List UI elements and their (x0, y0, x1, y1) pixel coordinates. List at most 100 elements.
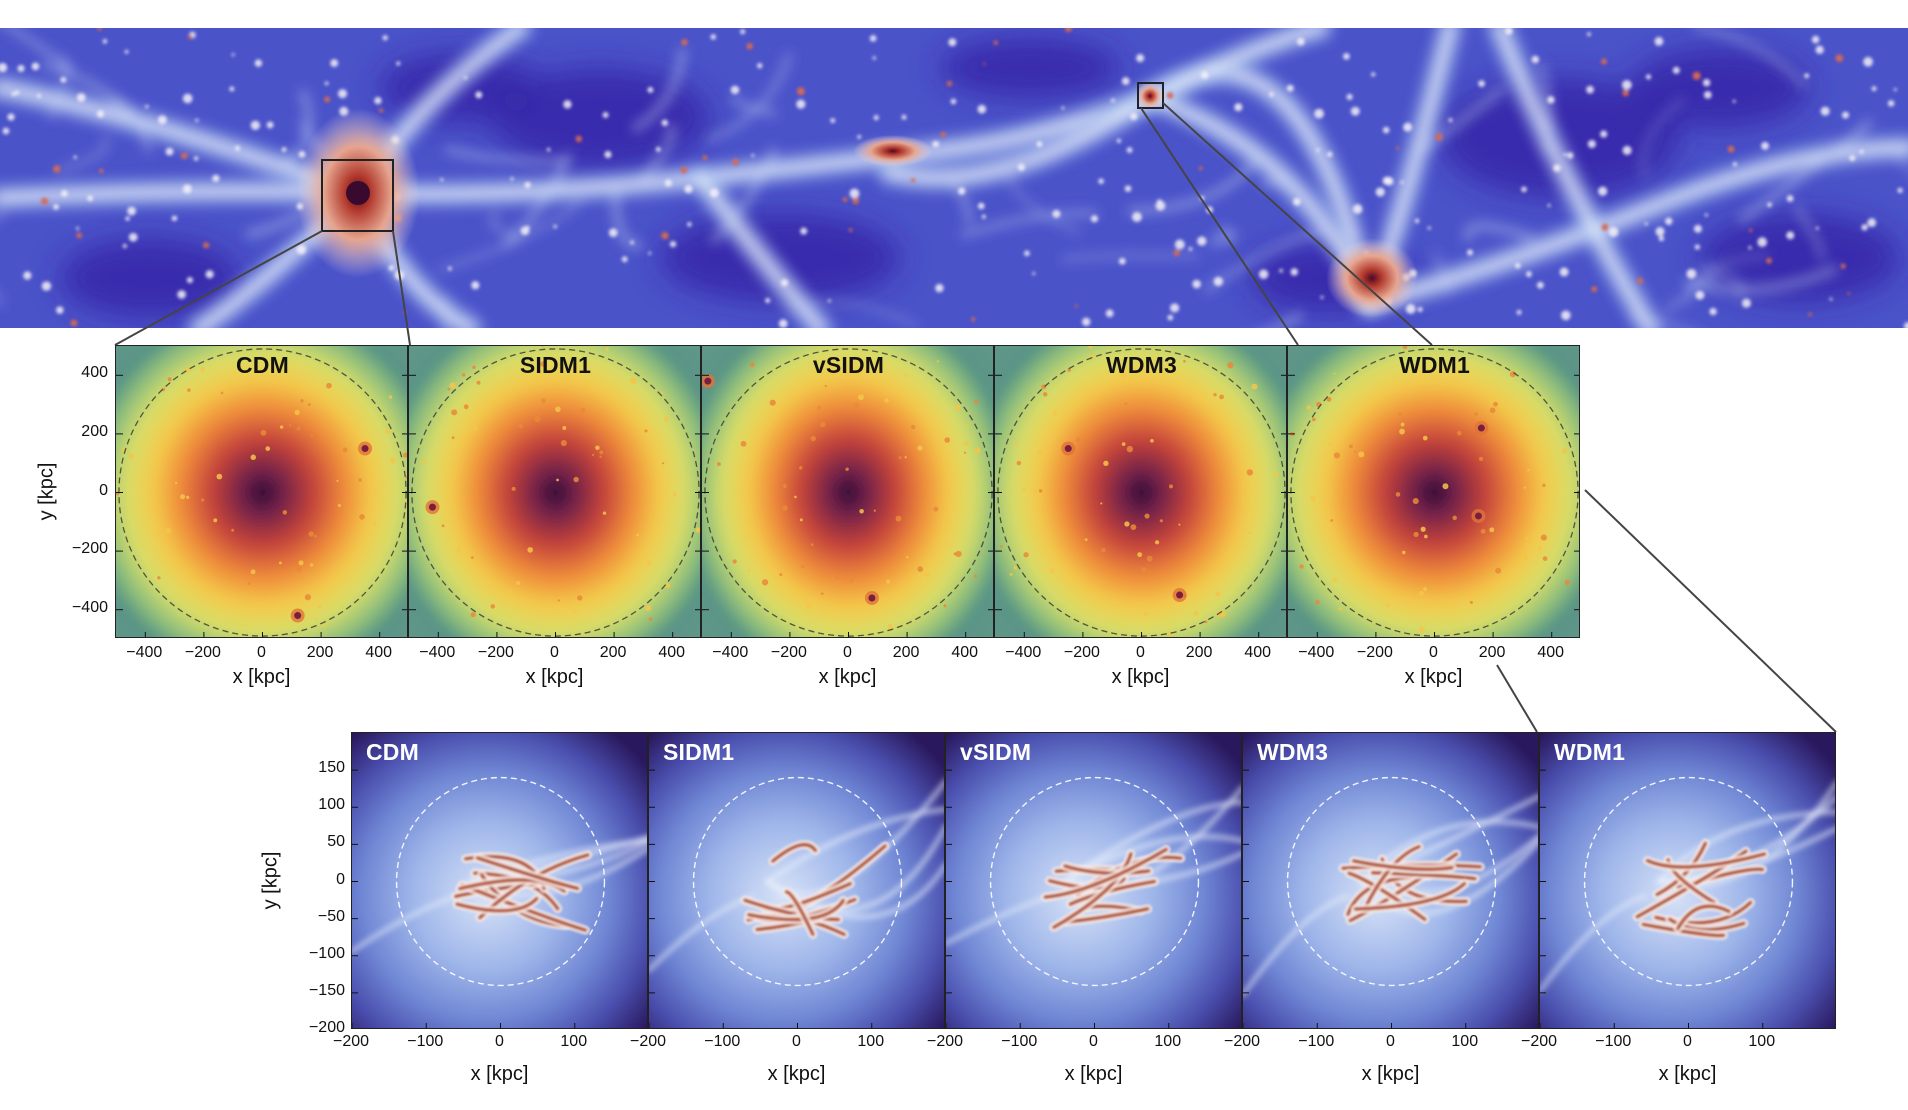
dm-xtick-label: −400 (1005, 644, 1042, 661)
gas-panel-title: CDM (366, 739, 419, 765)
dm-xtick-label: 200 (1478, 644, 1506, 661)
gas-xtick-label: −200 (332, 1033, 370, 1050)
gas-xtick-label: 0 (495, 1033, 504, 1050)
dm-panel-cdm: CDM (115, 345, 408, 638)
gas-panel-vsidm: vSIDM (945, 732, 1242, 1029)
gas-ytick-label: 150 (318, 759, 345, 777)
dm-xtick-label: −400 (419, 644, 456, 661)
gas-panel-cdm: CDM (351, 732, 648, 1029)
dm-density-map (995, 346, 1286, 637)
gas-xaxis-label: x [kpc] (1658, 1063, 1717, 1085)
gas-panel-wdm3: WDM3 (1242, 732, 1539, 1029)
dm-density-map (116, 346, 407, 637)
dm-xtick-label: −200 (770, 644, 807, 661)
gas-panel-sidm1: SIDM1 (648, 732, 945, 1029)
dm-xtick-label: −400 (126, 644, 163, 661)
gas-density-map (1540, 733, 1835, 1028)
dm-xtick-label: 200 (599, 644, 627, 661)
dm-xtick-label: 0 (843, 644, 852, 661)
dm-ytick-label: −400 (71, 598, 108, 616)
gas-ytick-label: −100 (308, 944, 345, 962)
gas-xtick-label: −100 (1298, 1033, 1335, 1050)
gas-xtick-label: −100 (704, 1033, 741, 1050)
dm-panel-wdm1: WDM1 (1287, 345, 1580, 638)
gas-panel-title: WDM3 (1257, 739, 1329, 765)
gas-density-map (352, 733, 647, 1028)
dm-density-map (409, 346, 700, 637)
dm-ytick-label: 400 (81, 364, 108, 382)
dm-xtick-label: 0 (1136, 644, 1145, 661)
gas-xtick-label: −200 (926, 1033, 964, 1050)
gas-xaxis-label: x [kpc] (1361, 1063, 1420, 1085)
gas-xtick-label: −200 (1223, 1033, 1261, 1050)
dm-xtick-label: 0 (257, 644, 266, 661)
dm-xtick-label: −200 (477, 644, 514, 661)
gas-panel-title: WDM1 (1554, 739, 1626, 765)
dm-xaxis-label: x [kpc] (1111, 666, 1170, 688)
dm-xaxis-label: x [kpc] (525, 666, 584, 688)
gas-xtick-label: 100 (1748, 1033, 1776, 1050)
dm-xtick-label: 400 (951, 644, 979, 661)
dm-xaxis-label: x [kpc] (818, 666, 877, 688)
gas-panel-title: vSIDM (960, 739, 1032, 765)
dm-density-map (702, 346, 993, 637)
dm-panel-title: WDM3 (1105, 352, 1178, 378)
dm-panel-title: vSIDM (812, 352, 885, 378)
gas-xtick-label: 100 (857, 1033, 885, 1050)
dm-xaxis-label: x [kpc] (232, 666, 291, 688)
gas-xtick-label: 100 (560, 1033, 588, 1050)
dm-panel-title: WDM1 (1398, 352, 1471, 378)
dm-panel-title: CDM (236, 352, 289, 378)
gas-density-map (946, 733, 1241, 1028)
zoom-box-large (321, 159, 394, 232)
dm-xtick-label: 400 (1244, 644, 1272, 661)
gas-ytick-label: −200 (308, 1019, 345, 1036)
cosmic-web-strip (0, 28, 1908, 328)
gas-density-map (1243, 733, 1538, 1028)
dm-xtick-label: 400 (1537, 644, 1565, 661)
gas-yaxis-label: y [kpc] (259, 851, 282, 909)
gas-xtick-label: −100 (1001, 1033, 1038, 1050)
dm-xtick-label: 0 (1429, 644, 1438, 661)
gas-xtick-label: −100 (407, 1033, 444, 1050)
dm-xtick-label: 200 (1185, 644, 1213, 661)
gas-xtick-label: 0 (792, 1033, 801, 1050)
gas-xtick-label: 0 (1386, 1033, 1395, 1050)
gas-xtick-label: 0 (1089, 1033, 1098, 1050)
dm-xtick-label: 400 (658, 644, 686, 661)
gas-xtick-label: −200 (1520, 1033, 1558, 1050)
gas-ytick-label: 0 (336, 870, 345, 888)
dm-yaxis-label: y [kpc] (35, 462, 58, 520)
dm-panel-title: SIDM1 (519, 352, 592, 378)
dm-xtick-label: −400 (1298, 644, 1335, 661)
dm-panel-wdm3: WDM3 (994, 345, 1287, 638)
gas-xtick-label: 100 (1154, 1033, 1182, 1050)
gas-ytick-label: 50 (327, 833, 345, 851)
gas-xtick-label: 100 (1451, 1033, 1479, 1050)
gas-ytick-label: −150 (308, 981, 345, 999)
gas-xaxis-label: x [kpc] (767, 1063, 826, 1085)
zoom-box-small (1137, 82, 1164, 109)
cosmic-web-image (0, 28, 1908, 328)
dm-xtick-label: −200 (184, 644, 221, 661)
dm-xtick-label: −200 (1063, 644, 1100, 661)
dm-ytick-label: −200 (71, 540, 108, 558)
gas-xtick-label: −200 (629, 1033, 667, 1050)
gas-panel-title: SIDM1 (663, 739, 735, 765)
dm-panel-sidm1: SIDM1 (408, 345, 701, 638)
dm-xaxis-label: x [kpc] (1404, 666, 1463, 688)
dm-xtick-label: 200 (306, 644, 334, 661)
gas-ytick-label: 100 (318, 796, 345, 814)
dm-density-map (1288, 346, 1579, 637)
dm-xtick-label: 200 (892, 644, 920, 661)
dm-xtick-label: −400 (712, 644, 749, 661)
dm-xtick-label: −200 (1356, 644, 1393, 661)
gas-xaxis-label: x [kpc] (470, 1063, 529, 1085)
dm-ytick-label: 200 (81, 422, 108, 440)
gas-xaxis-label: x [kpc] (1064, 1063, 1123, 1085)
gas-density-map (649, 733, 944, 1028)
dm-ytick-label: 0 (99, 481, 108, 499)
dm-xtick-label: 400 (365, 644, 393, 661)
